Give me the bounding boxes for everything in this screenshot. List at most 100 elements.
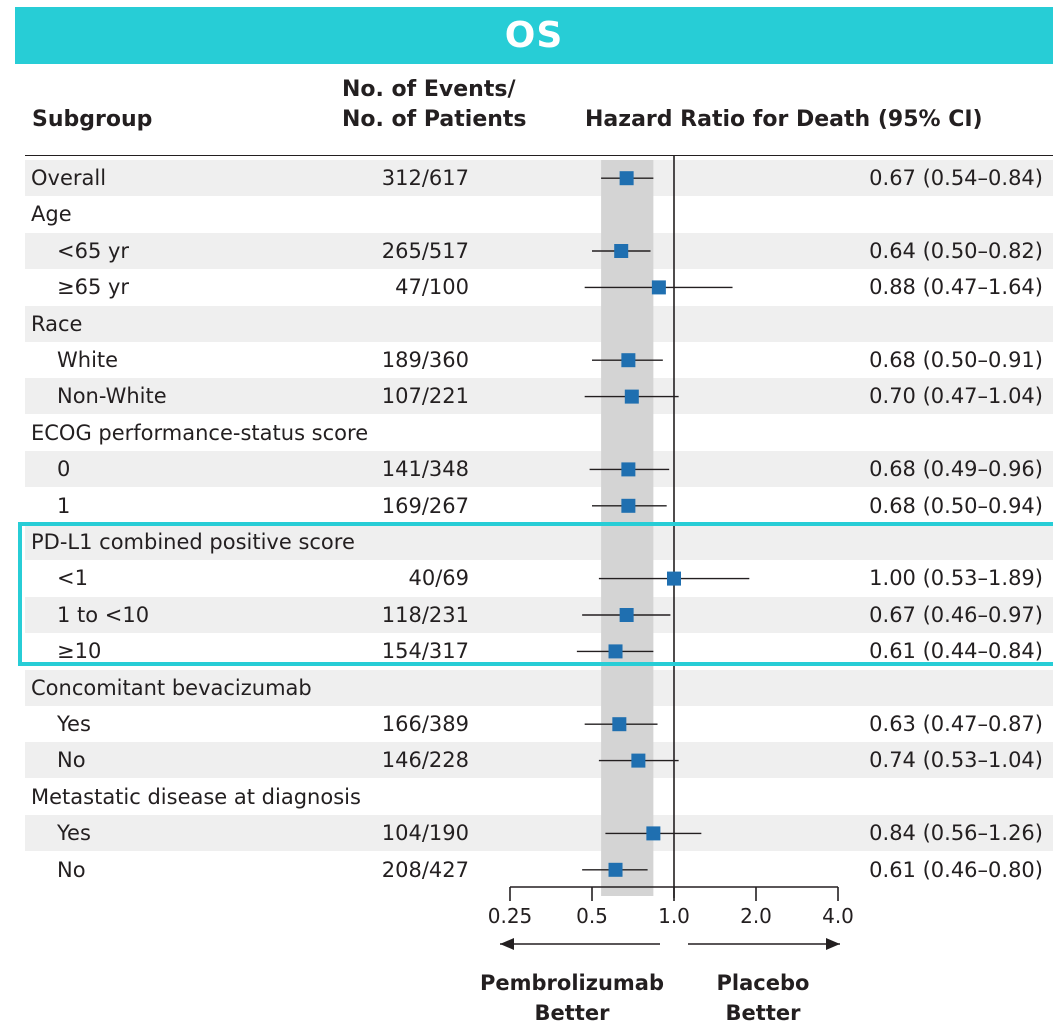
subgroup-label: Concomitant bevacizumab	[31, 675, 312, 700]
subgroup-label: PD-L1 combined positive score	[31, 530, 355, 554]
footer-left-line1: Pembrolizumab	[480, 971, 664, 995]
hazard-ratio-value: 0.67 (0.54–0.84)	[869, 166, 1043, 190]
hazard-ratio-value: 0.61 (0.46–0.80)	[869, 857, 1043, 882]
subgroup-header: Subgroup	[32, 107, 153, 132]
x-tick-label: 2.0	[740, 904, 772, 928]
subgroup-label: Overall	[31, 166, 107, 190]
table-row: ECOG performance-status score	[25, 415, 1053, 451]
subgroup-label: Metastatic disease at diagnosis	[31, 784, 361, 809]
events-value: 40/69	[408, 566, 469, 591]
subgroup-label: No	[57, 748, 86, 773]
x-tick-label: 0.25	[488, 904, 533, 928]
hazard-ratio-point	[619, 608, 634, 622]
subgroup-label: White	[57, 348, 119, 372]
table-row: Concomitant bevacizumab	[25, 669, 1053, 706]
hazard-ratio-point	[667, 571, 681, 586]
table-row: 1 169/267 0.68 (0.50–0.94)	[25, 488, 1053, 524]
hazard-ratio-point	[621, 498, 636, 513]
table-row: Age	[25, 196, 1053, 232]
hazard-ratio-value: 0.88 (0.47–1.64)	[869, 275, 1043, 300]
x-tick-label: 4.0	[822, 904, 854, 928]
events-value: 154/317	[381, 639, 469, 664]
hazard-ratio-point	[612, 717, 627, 732]
hazard-ratio-header: Hazard Ratio for Death (95% CI)	[585, 107, 983, 132]
header-divider	[25, 155, 1053, 156]
table-row: PD-L1 combined positive score	[25, 524, 1053, 560]
events-value: 107/221	[381, 384, 469, 409]
events-value: 146/228	[381, 748, 469, 773]
subgroup-label: Non-White	[57, 384, 167, 409]
hazard-ratio-point	[646, 826, 661, 841]
subgroup-label: 1	[57, 493, 71, 518]
hazard-ratio-point	[651, 280, 666, 295]
subgroup-label: ≥10	[57, 639, 102, 664]
hazard-ratio-point	[619, 171, 634, 186]
arrow-right-icon	[688, 938, 840, 950]
hazard-ratio-value: 0.61 (0.44–0.84)	[869, 639, 1043, 664]
hazard-ratio-point	[614, 244, 629, 258]
subgroup-label: Yes	[57, 712, 91, 736]
subgroup-label: No	[57, 857, 86, 882]
subgroup-label: ECOG performance-status score	[31, 420, 369, 445]
subgroup-label: 0	[57, 457, 71, 482]
hazard-ratio-point	[608, 644, 623, 659]
subgroup-label: <1	[57, 566, 88, 591]
table-row: No 208/427 0.61 (0.46–0.80)	[25, 852, 1053, 888]
table-row: Yes 104/190 0.84 (0.56–1.26)	[25, 815, 1053, 852]
subgroup-label: <65 yr	[57, 238, 130, 263]
hazard-ratio-value: 0.64 (0.50–0.82)	[869, 238, 1043, 263]
table-row: Yes 166/389 0.63 (0.47–0.87)	[25, 706, 1053, 742]
table-row: White 189/360 0.68 (0.50–0.91)	[25, 342, 1053, 378]
subgroup-label: ≥65 yr	[57, 275, 130, 300]
hazard-ratio-point	[621, 462, 636, 477]
table-row: No 146/228 0.74 (0.53–1.04)	[25, 742, 1053, 779]
banner-title: OS	[15, 7, 1053, 64]
events-header-line1: No. of Events/	[342, 77, 516, 102]
table-row: Metastatic disease at diagnosis	[25, 779, 1053, 815]
events-value: 208/427	[381, 857, 469, 882]
hazard-ratio-value: 0.68 (0.50–0.91)	[869, 348, 1043, 372]
x-tick-label: 0.5	[576, 904, 608, 928]
hazard-ratio-value: 1.00 (0.53–1.89)	[869, 566, 1043, 591]
pd-l1-highlight-box	[18, 522, 1053, 666]
hazard-ratio-value: 0.63 (0.47–0.87)	[869, 712, 1043, 736]
hazard-ratio-point	[624, 389, 639, 404]
subgroup-label: Yes	[57, 821, 91, 846]
events-value: 166/389	[381, 712, 469, 736]
subgroup-label: Race	[31, 311, 83, 336]
table-row: <1 40/69 1.00 (0.53–1.89)	[25, 560, 1053, 596]
table-row: Race	[25, 305, 1053, 342]
events-value: 118/231	[381, 602, 469, 627]
table-row: <65 yr 265/517 0.64 (0.50–0.82)	[25, 232, 1053, 269]
events-value: 312/617	[381, 166, 469, 190]
events-header-line2: No. of Patients	[342, 107, 527, 132]
hazard-ratio-value: 0.68 (0.50–0.94)	[869, 493, 1043, 518]
hazard-ratio-value: 0.67 (0.46–0.97)	[869, 602, 1043, 627]
footer-right-line2: Better	[726, 1001, 802, 1022]
footer-left-line2: Better	[535, 1001, 611, 1022]
events-value: 169/267	[381, 493, 469, 518]
hazard-ratio-value: 0.84 (0.56–1.26)	[869, 821, 1043, 846]
table-row: ≥65 yr 47/100 0.88 (0.47–1.64)	[25, 269, 1053, 305]
subgroup-label: Age	[31, 202, 72, 227]
events-value: 141/348	[381, 457, 469, 482]
table-row: 0 141/348 0.68 (0.49–0.96)	[25, 451, 1053, 488]
events-value: 104/190	[381, 821, 469, 846]
events-value: 189/360	[381, 348, 469, 372]
hazard-ratio-point	[608, 862, 623, 877]
overall-ci-band	[601, 160, 654, 896]
table-row: ≥10 154/317 0.61 (0.44–0.84)	[25, 633, 1053, 669]
arrow-left-icon	[500, 938, 660, 950]
table-row: 1 to <10 118/231 0.67 (0.46–0.97)	[25, 596, 1053, 633]
events-header: No. of Events/ No. of Patients	[342, 75, 527, 135]
footer-right-line1: Placebo	[717, 971, 810, 995]
events-value: 47/100	[395, 275, 469, 300]
hazard-ratio-value: 0.74 (0.53–1.04)	[869, 748, 1043, 773]
subgroup-label: 1 to <10	[57, 602, 150, 627]
x-tick-label: 1.0	[658, 904, 690, 928]
hazard-ratio-value: 0.68 (0.49–0.96)	[869, 457, 1043, 482]
events-value: 265/517	[381, 238, 469, 263]
table-row: Overall 312/617 0.67 (0.54–0.84)	[25, 160, 1053, 196]
